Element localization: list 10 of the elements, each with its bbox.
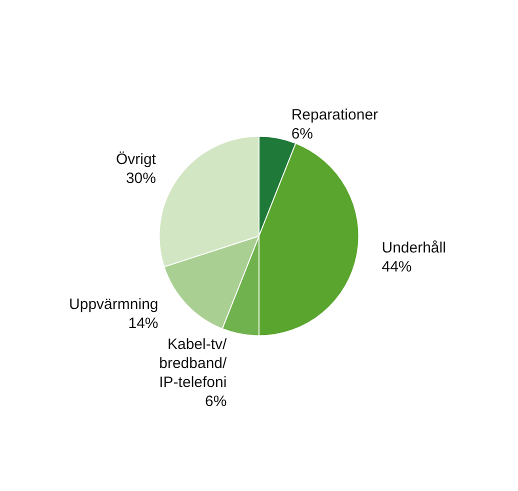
data-label: 30% [126, 170, 156, 188]
data-label: 14% [128, 314, 158, 332]
data-label: 6% [291, 125, 313, 142]
slice-label: Övrigt [116, 151, 157, 168]
data-label: 44% [382, 258, 412, 276]
slice-label: Uppvärmning [69, 296, 158, 313]
slice-label: Underhåll [382, 239, 446, 256]
slice-label: Reparationer [291, 106, 378, 124]
slice-label: Kabel-tv/bredband/IP-telefoni [159, 336, 228, 391]
data-label: 6% [205, 392, 227, 410]
